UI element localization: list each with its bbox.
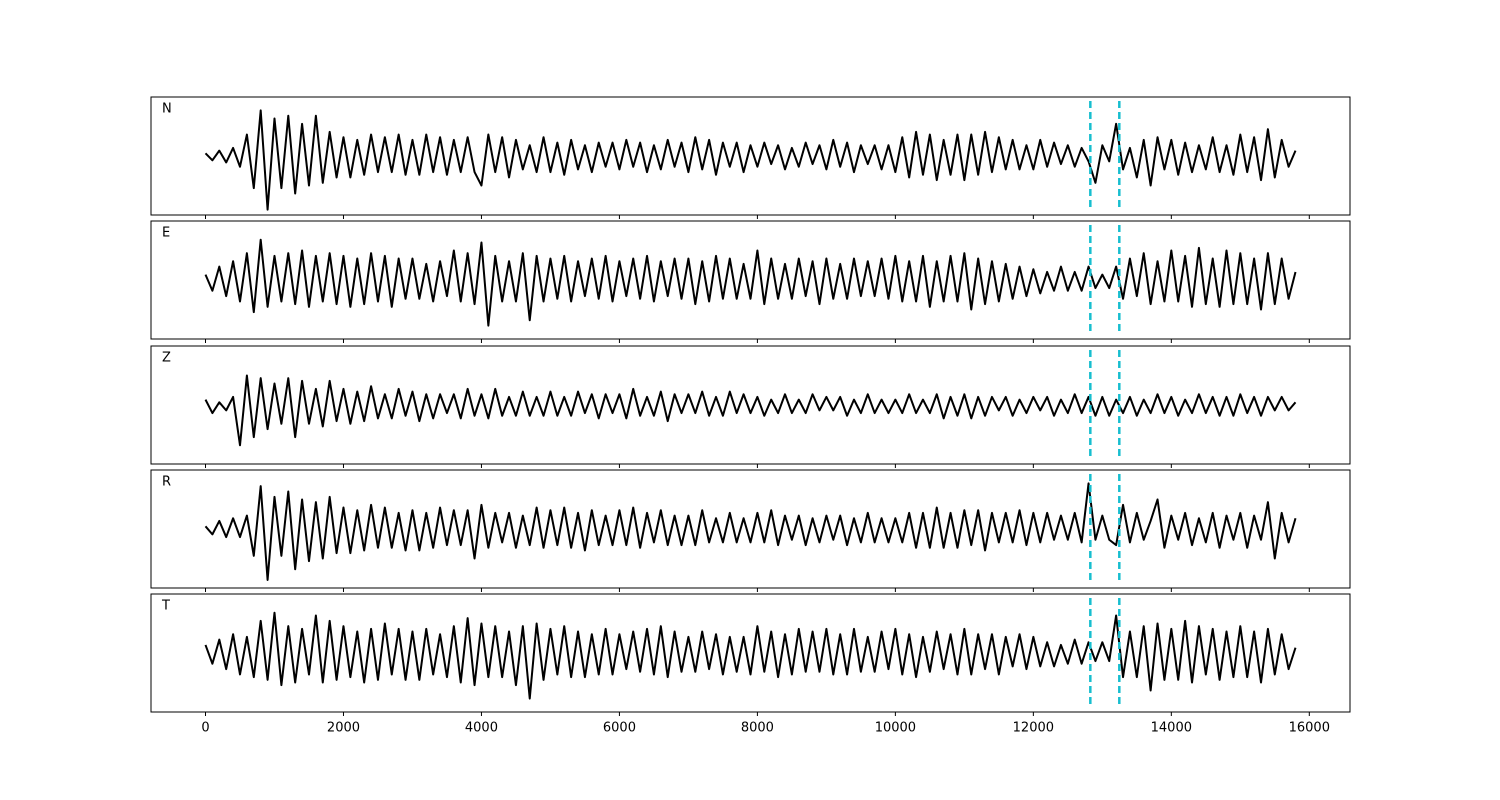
x-tick-label: 16000 [1289, 721, 1330, 736]
panel-label: E [162, 226, 170, 241]
panel-frame [150, 593, 1351, 713]
panel-frame [150, 345, 1351, 465]
panel-label: R [162, 475, 171, 490]
trace [204, 238, 1297, 327]
x-tick-label: 2000 [327, 721, 360, 736]
x-tick-label: 14000 [1151, 721, 1192, 736]
panel-label: Z [162, 351, 171, 366]
trace [204, 482, 1297, 581]
panel-label: N [162, 102, 172, 117]
x-tick-label: 12000 [1013, 721, 1054, 736]
x-tick-label: 4000 [465, 721, 498, 736]
trace [204, 374, 1297, 447]
panel-frame [150, 220, 1351, 340]
trace [204, 109, 1297, 211]
x-tick-label: 8000 [741, 721, 774, 736]
x-tick-label: 6000 [603, 721, 636, 736]
panel-label: T [161, 599, 170, 614]
x-tick-label: 0 [201, 721, 209, 736]
panel-frame [150, 96, 1351, 216]
trace [204, 611, 1297, 700]
x-tick-label: 10000 [875, 721, 916, 736]
panel-frame [150, 469, 1351, 589]
